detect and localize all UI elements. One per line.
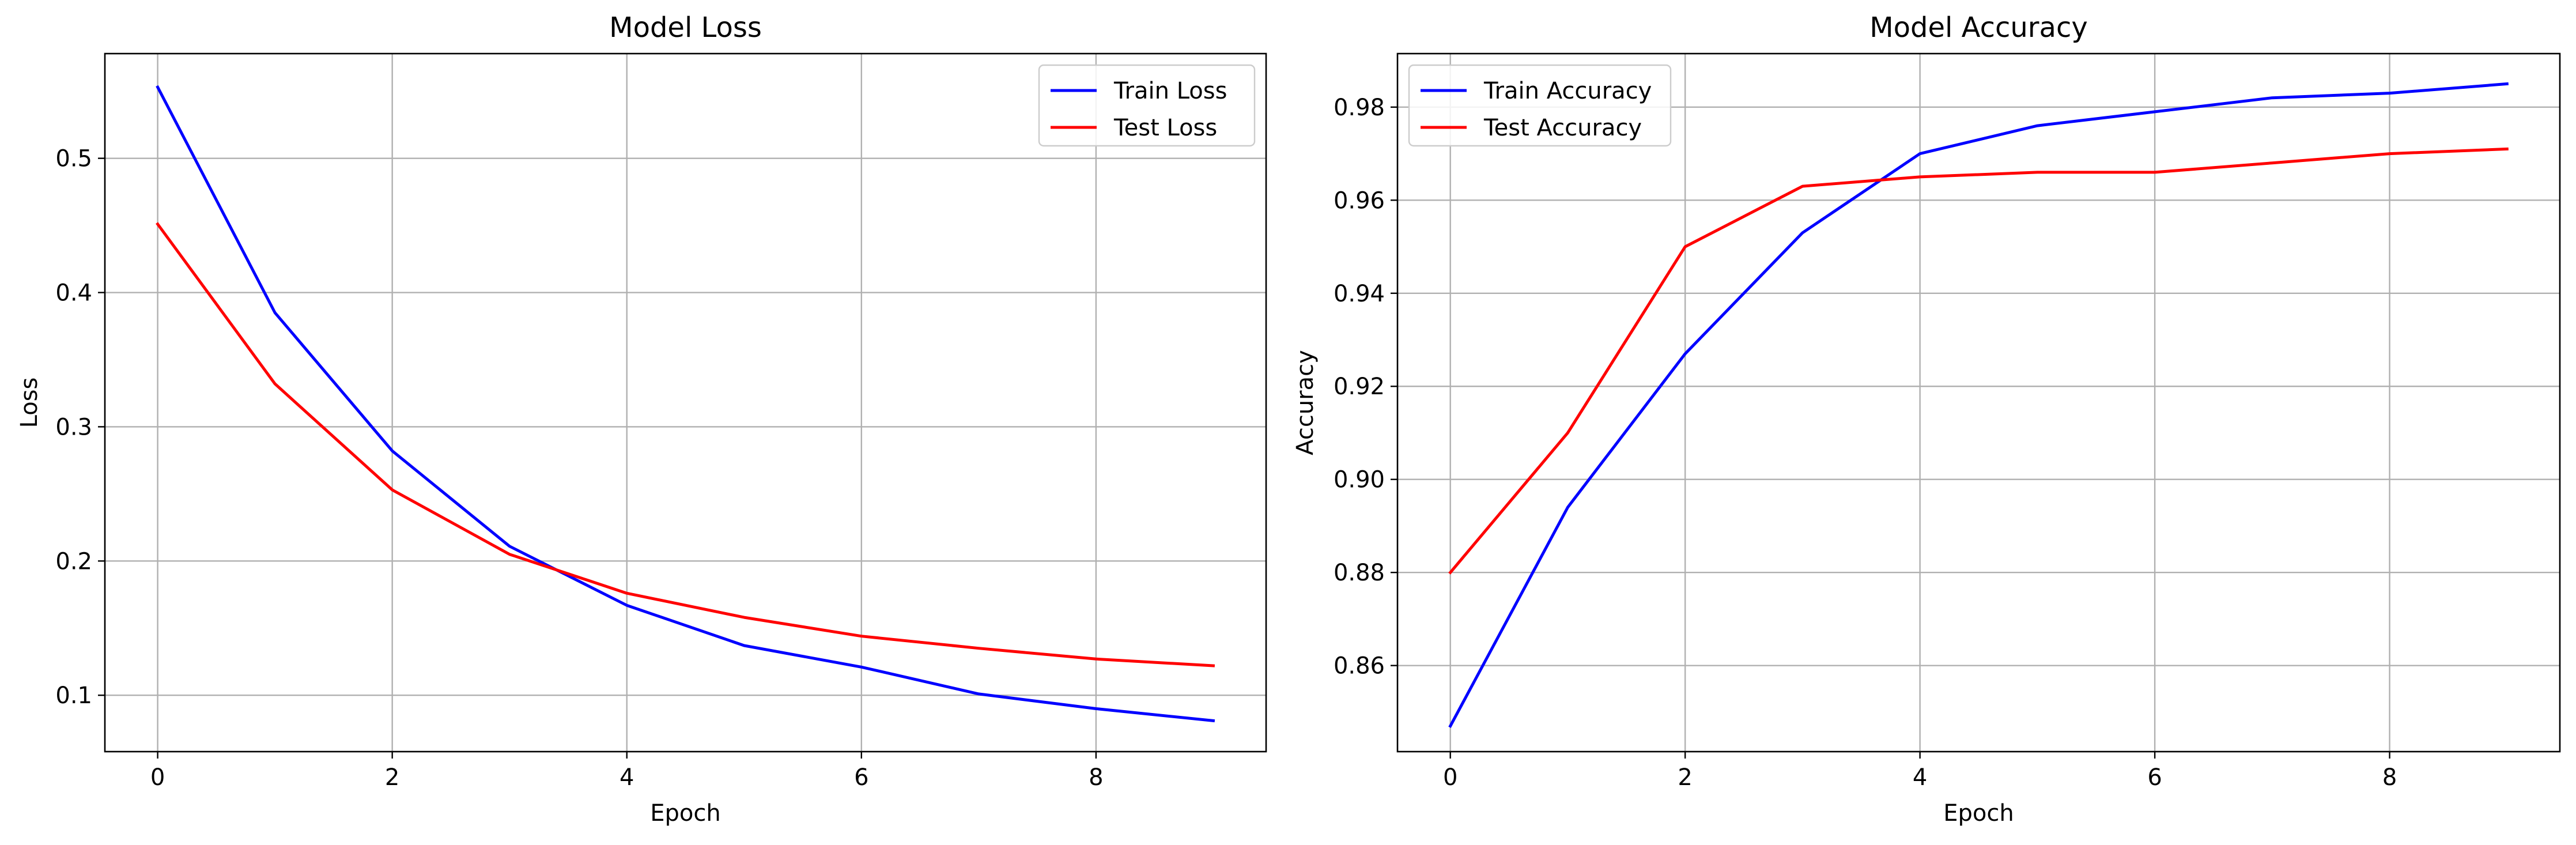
series-line bbox=[156, 222, 1215, 667]
x-tick-label: 8 bbox=[2382, 764, 2397, 791]
chart-title: Model Accuracy bbox=[1869, 12, 2088, 44]
chart-title: Model Loss bbox=[609, 12, 762, 44]
series-line bbox=[1448, 82, 2509, 728]
x-tick-label: 4 bbox=[620, 764, 634, 791]
y-axis-label: Accuracy bbox=[1292, 350, 1319, 455]
axes-frame bbox=[1396, 52, 2561, 753]
y-tick-label: 0.94 bbox=[1334, 281, 1385, 307]
x-tick-label: 6 bbox=[2147, 764, 2162, 791]
loss-chart: 0 2 4 6 8 0.1 0.2 0.3 0.4 0.5 Model Loss Epoch Loss T… bbox=[16, 12, 1267, 827]
y-tick-label: 0.2 bbox=[55, 548, 92, 575]
y-tick-label: 0.98 bbox=[1334, 95, 1385, 121]
y-tick-label: 0.88 bbox=[1334, 560, 1385, 586]
axes-frame bbox=[104, 52, 1267, 753]
x-tick-label: 8 bbox=[1089, 764, 1103, 791]
series-line bbox=[156, 85, 1215, 723]
legend: Train Loss Test Loss bbox=[1038, 64, 1256, 147]
x-tick-label: 0 bbox=[1443, 764, 1457, 791]
x-tick-label: 2 bbox=[1678, 764, 1692, 791]
x-tick-label: 6 bbox=[854, 764, 868, 791]
accuracy-chart: 0 2 4 6 8 0.86 0.88 0.90 0.92 0.94 0.96 0.98 Model A… bbox=[1292, 12, 2561, 827]
series-line bbox=[1448, 147, 2509, 575]
y-tick-label: 0.90 bbox=[1334, 467, 1385, 493]
legend-label: Train Accuracy bbox=[1483, 78, 1652, 104]
y-tick-label: 0.3 bbox=[55, 414, 92, 440]
y-tick-label: 0.86 bbox=[1334, 653, 1385, 680]
x-axis-label: Epoch bbox=[1943, 800, 2014, 827]
legend-label: Train Loss bbox=[1113, 78, 1227, 104]
x-tick-label: 4 bbox=[1913, 764, 1927, 791]
y-tick-label: 0.5 bbox=[55, 146, 92, 172]
legend-box bbox=[1038, 64, 1256, 147]
y-tick-label: 0.92 bbox=[1334, 374, 1385, 400]
x-axis-label: Epoch bbox=[650, 800, 720, 827]
legend-label: Test Accuracy bbox=[1483, 115, 1642, 141]
y-tick-label: 0.1 bbox=[55, 682, 92, 709]
legend-label: Test Loss bbox=[1113, 115, 1217, 141]
x-tick-label: 0 bbox=[150, 764, 165, 791]
legend: Train Accuracy Test Accuracy bbox=[1408, 64, 1672, 147]
y-axis-label: Loss bbox=[16, 378, 43, 428]
legend-box bbox=[1408, 64, 1672, 147]
y-tick-label: 0.4 bbox=[55, 280, 92, 307]
y-tick-label: 0.96 bbox=[1334, 187, 1385, 214]
x-tick-label: 2 bbox=[385, 764, 399, 791]
